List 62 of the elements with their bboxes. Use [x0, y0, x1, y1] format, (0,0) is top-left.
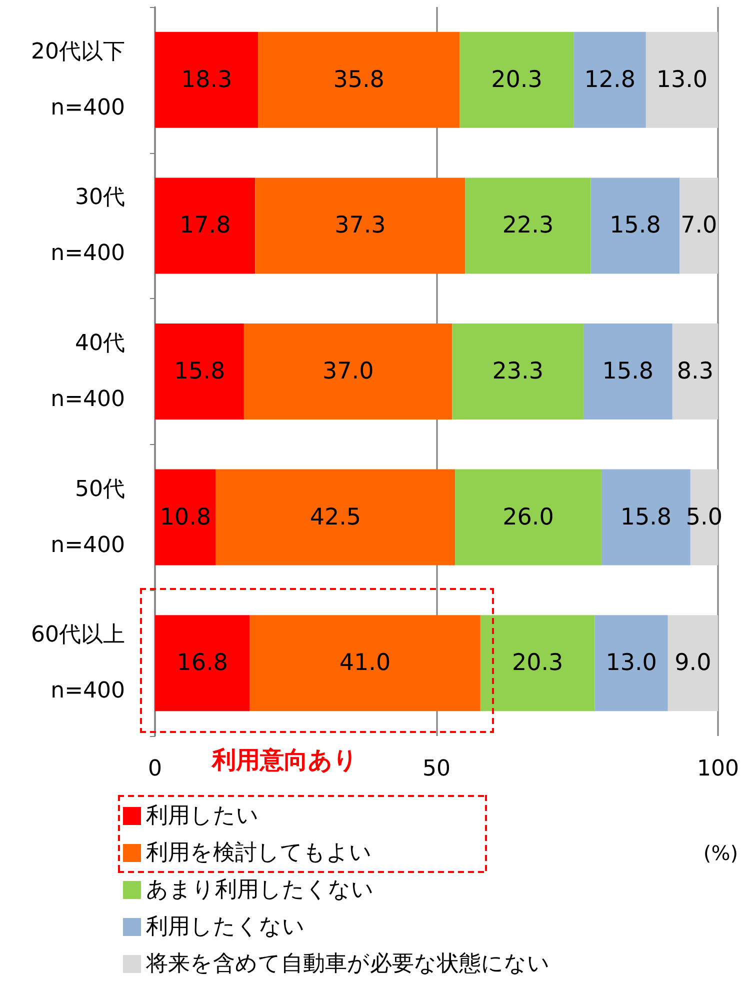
- data-label: 37.3: [334, 212, 386, 239]
- bar: [258, 32, 460, 128]
- data-label: 9.0: [674, 650, 712, 676]
- category-label: 50代 n=400: [50, 476, 125, 558]
- bar: [590, 178, 680, 274]
- bar: [250, 615, 480, 712]
- data-label: 16.8: [176, 650, 228, 676]
- data-label: 17.8: [180, 212, 231, 239]
- bar: [155, 32, 258, 128]
- data-label: 20.3: [512, 650, 564, 676]
- legend-label: 利用したくない: [146, 914, 305, 940]
- data-label: 37.0: [322, 358, 374, 384]
- legend-label: 利用したい: [146, 804, 259, 828]
- bar: [594, 615, 668, 712]
- bar: [668, 615, 718, 712]
- data-label: 15.8: [620, 504, 672, 530]
- category-label: 60代以上 n=400: [31, 622, 125, 704]
- legend-label: 将来を含めて自動車が必要な状態にない: [145, 952, 550, 976]
- data-label: 8.3: [676, 358, 714, 384]
- data-label: 15.8: [174, 358, 226, 384]
- bar: [216, 469, 456, 566]
- bar: [480, 615, 595, 712]
- text: 利用意向あり: [212, 745, 358, 776]
- bar: [155, 324, 244, 420]
- bar: [255, 178, 466, 274]
- bar: [455, 469, 602, 566]
- data-label: 15.8: [610, 212, 661, 239]
- data-label: 42.5: [310, 504, 362, 530]
- data-label: 10.8: [160, 504, 212, 530]
- legend-label: あまり利用したくない: [146, 878, 374, 902]
- bar: [574, 32, 646, 128]
- category-label: 30代 n=400: [50, 185, 125, 266]
- bar: [155, 178, 256, 274]
- x-tick-label: 50: [422, 756, 450, 782]
- data-label: 12.8: [584, 66, 636, 93]
- data-label: 18.3: [180, 66, 232, 93]
- bar: [244, 324, 452, 420]
- data-label: 41.0: [339, 650, 391, 676]
- bar: [583, 324, 672, 420]
- data-label: 13.0: [606, 650, 657, 676]
- bar: [672, 324, 718, 420]
- bar: [460, 32, 574, 128]
- bar: [646, 32, 718, 128]
- category-label: 20代以下 n=400: [31, 39, 125, 120]
- data-label: 20.3: [491, 66, 542, 93]
- data-label: 23.3: [492, 358, 544, 384]
- bar: [155, 469, 216, 566]
- legend-label: 利用を検討してもよい: [146, 840, 372, 866]
- data-label: 35.8: [333, 66, 384, 93]
- category-label: 40代 n=400: [50, 331, 125, 412]
- data-label: 26.0: [502, 504, 554, 530]
- bar: [465, 178, 591, 274]
- x-tick-label: 100: [697, 756, 739, 782]
- x-axis-title: (%): [703, 841, 738, 865]
- data-label: 15.8: [602, 358, 654, 384]
- x-tick-label: 0: [148, 756, 162, 782]
- bar: [452, 324, 584, 420]
- data-label: 5.0: [686, 504, 722, 530]
- data-label: 22.3: [502, 212, 554, 239]
- data-label: 13.0: [656, 66, 708, 93]
- bar: [680, 178, 718, 274]
- data-label: 7.0: [680, 212, 718, 239]
